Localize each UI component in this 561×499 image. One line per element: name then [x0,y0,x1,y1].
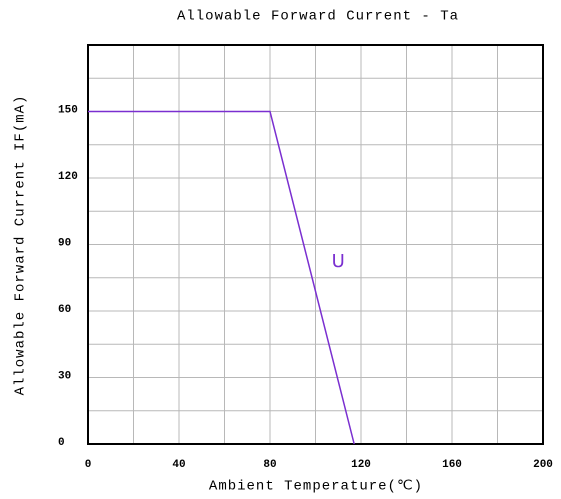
y-tick-label: 150 [58,104,78,116]
x-tick-label: 120 [351,459,371,471]
data-line [88,110,355,445]
x-tick-label: 160 [442,459,462,471]
y-tick-label: 0 [58,437,65,449]
x-tick-label: 0 [85,459,92,471]
chart-title: Allowable Forward Current - Ta [177,9,459,25]
x-tick-label: 40 [172,459,185,471]
y-tick-label: 30 [58,370,71,382]
y-tick-label: 60 [58,304,71,316]
x-tick-label: 80 [263,459,276,471]
annotation: U [332,251,345,272]
plot-frame [87,44,544,445]
y-axis-label: Allowable Forward Current IF(mA) [13,95,29,396]
y-tick-label: 90 [58,237,71,249]
x-axis-label: Ambient Temperature(℃) [209,479,423,495]
y-tick-label: 120 [58,171,78,183]
x-tick-label: 200 [533,459,553,471]
